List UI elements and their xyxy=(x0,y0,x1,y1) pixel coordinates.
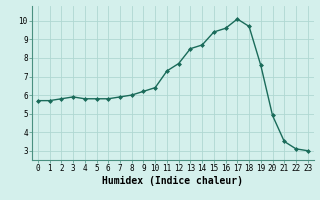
X-axis label: Humidex (Indice chaleur): Humidex (Indice chaleur) xyxy=(102,176,243,186)
